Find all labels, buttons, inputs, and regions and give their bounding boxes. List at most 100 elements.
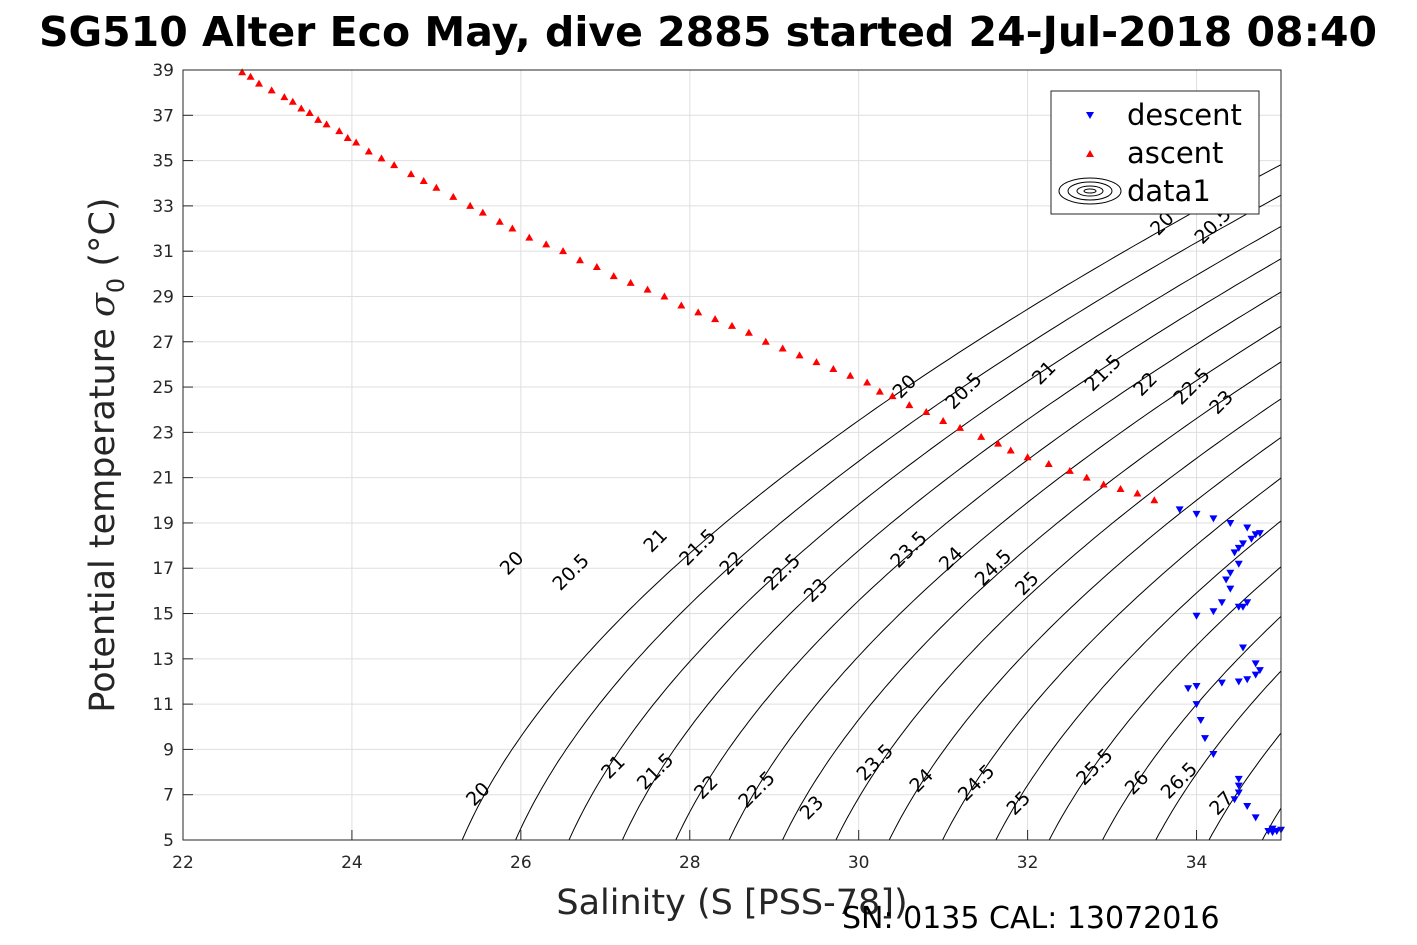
- ascent-marker: [812, 358, 821, 366]
- descent-marker: [1196, 716, 1205, 724]
- descent-marker: [1200, 735, 1209, 743]
- y-tick-label: 37: [152, 106, 174, 126]
- y-tick-label: 39: [152, 61, 174, 81]
- ascent-marker: [846, 371, 855, 379]
- descent-marker: [1209, 608, 1218, 616]
- legend-descent-marker: [1086, 112, 1094, 119]
- y-tick-label: 17: [152, 559, 174, 579]
- ascent-marker: [711, 315, 720, 323]
- ascent-marker: [778, 344, 787, 352]
- ascent-marker: [956, 423, 965, 431]
- descent-marker: [1268, 825, 1277, 833]
- contour-line: [728, 325, 1281, 840]
- contour-line: [835, 398, 1281, 840]
- descent-marker: [1226, 519, 1235, 527]
- data-markers: [238, 68, 1285, 837]
- chart-title: SG510 Alter Eco May, dive 2885 started 2…: [39, 8, 1377, 56]
- ascent-marker: [728, 321, 736, 329]
- ascent-marker: [478, 208, 487, 216]
- ascent-marker: [977, 432, 986, 440]
- y-tick-label: 5: [163, 831, 174, 851]
- contour-line: [942, 477, 1281, 840]
- contour-line: [568, 225, 1281, 840]
- ascent-marker: [559, 247, 568, 255]
- ascent-marker: [280, 93, 289, 101]
- y-axis-label-subscript: 0: [102, 278, 130, 293]
- descent-marker: [1192, 701, 1201, 709]
- x-tick-label: 30: [848, 853, 870, 873]
- contour-line: [995, 520, 1281, 840]
- ascent-marker: [314, 115, 323, 123]
- descent-marker: [1255, 530, 1264, 538]
- descent-marker: [1184, 685, 1193, 693]
- descent-marker: [1226, 569, 1235, 577]
- ascent-marker: [508, 224, 517, 232]
- ascent-marker: [905, 401, 914, 409]
- y-axis-label-sigma: σ: [83, 292, 123, 317]
- contour-line: [621, 258, 1281, 840]
- descent-marker: [1222, 576, 1231, 584]
- ascent-marker: [466, 201, 475, 209]
- descent-marker: [1255, 667, 1264, 675]
- ascent-marker: [939, 417, 948, 425]
- density-contours: [461, 164, 1281, 840]
- ascent-marker: [677, 301, 686, 309]
- ascent-marker: [432, 183, 441, 191]
- ascent-marker: [297, 104, 306, 112]
- x-axis-ticks: 22 24 26 28 30 32 34: [172, 830, 1207, 873]
- y-axis-ticks: 5 7 9 11 13 15 17 19 21 23 25 27 29 31 33 35 37 39: [152, 61, 193, 851]
- ascent-marker: [246, 72, 255, 80]
- y-tick-label: 33: [152, 197, 174, 217]
- ascent-marker: [343, 133, 352, 141]
- y-tick-label: 9: [163, 740, 174, 760]
- ascent-marker: [575, 256, 584, 264]
- descent-marker: [1243, 524, 1252, 532]
- plot-frame: [182, 69, 1282, 841]
- contour-line: [1102, 615, 1281, 840]
- ascent-marker: [255, 79, 264, 87]
- ascent-marker: [875, 387, 884, 395]
- y-axis-label-main: Potential temperature: [83, 317, 123, 713]
- y-tick-label: 35: [152, 152, 174, 172]
- ascent-marker: [449, 192, 458, 200]
- ascent-marker: [643, 285, 652, 293]
- ascent-marker: [1082, 473, 1091, 481]
- ascent-marker: [407, 170, 416, 178]
- y-tick-label: 27: [152, 333, 174, 353]
- y-tick-label: 7: [163, 786, 174, 806]
- ascent-marker: [495, 217, 504, 225]
- legend-descent-label: descent: [1127, 98, 1242, 132]
- ascent-marker: [994, 439, 1003, 447]
- ascent-marker: [1116, 484, 1125, 492]
- ascent-marker: [335, 127, 344, 135]
- descent-marker: [1230, 796, 1239, 804]
- ascent-marker: [1150, 496, 1159, 504]
- ascent-marker: [352, 138, 361, 146]
- ascent-marker: [1065, 466, 1074, 474]
- descent-marker: [1251, 814, 1260, 822]
- y-tick-label: 15: [152, 605, 174, 625]
- ascent-marker: [863, 378, 872, 386]
- ascent-marker: [694, 308, 703, 316]
- legend-ascent-marker: [1086, 150, 1094, 157]
- y-tick-label: 25: [152, 378, 174, 398]
- descent-marker: [1234, 775, 1243, 783]
- contour-line: [675, 291, 1281, 840]
- ascent-marker: [660, 292, 669, 300]
- y-tick-label: 23: [152, 423, 174, 443]
- descent-marker: [1243, 676, 1252, 684]
- descent-marker: [1251, 660, 1260, 668]
- ascent-marker: [364, 147, 373, 155]
- ascent-marker: [626, 278, 635, 286]
- descent-marker: [1234, 560, 1243, 568]
- y-tick-label: 31: [152, 242, 174, 262]
- descent-marker: [1247, 535, 1256, 543]
- ascent-marker: [761, 337, 770, 345]
- x-tick-label: 24: [341, 853, 363, 873]
- ascent-marker: [1006, 446, 1015, 454]
- contour-line: [1155, 670, 1281, 840]
- legend: descent ascent data1: [1050, 90, 1260, 215]
- descent-marker: [1234, 789, 1243, 797]
- contour-line: [515, 194, 1281, 840]
